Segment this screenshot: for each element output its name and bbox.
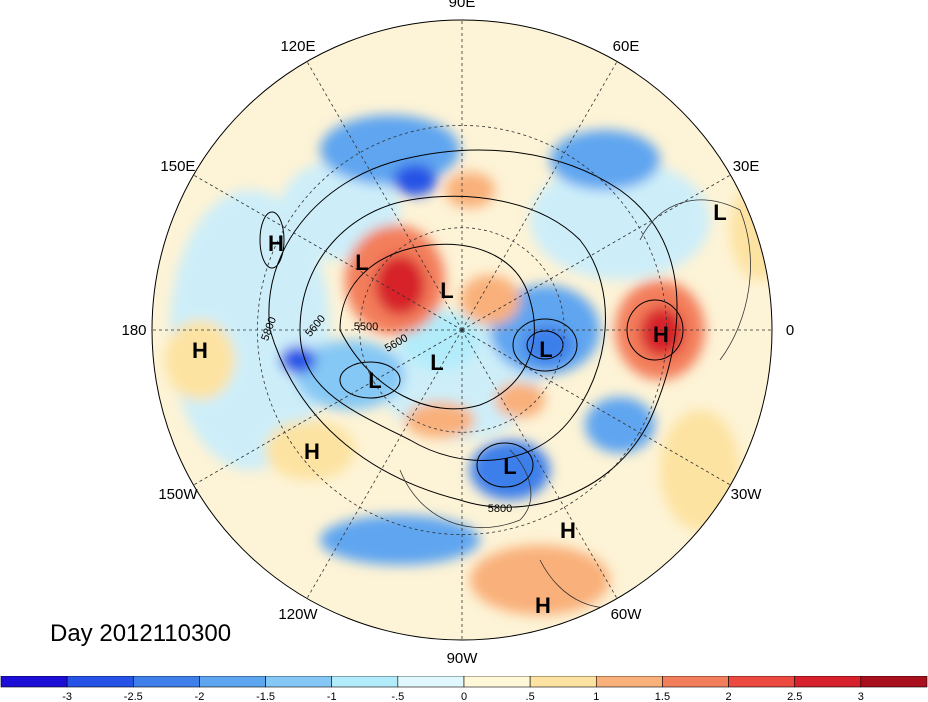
meridian-line: [461, 61, 618, 331]
low-pressure-label: L: [539, 337, 552, 362]
colorbar-tick-label: -2.5: [124, 691, 143, 702]
low-pressure-label: L: [368, 368, 381, 393]
colorbar-swatch: [66, 676, 134, 688]
longitude-label: 0: [786, 322, 794, 339]
colorbar-swatch: [132, 676, 200, 688]
meridian-line: [461, 329, 618, 599]
longitude-label: 90W: [447, 650, 479, 667]
colorbar-swatch: [199, 676, 266, 688]
colorbar-swatch: [397, 676, 465, 688]
colorbar-swatch: [860, 676, 928, 688]
low-pressure-label: L: [503, 454, 516, 479]
low-pressure-label: L: [440, 278, 453, 303]
low-pressure-label: L: [430, 350, 443, 375]
meridian-line: [193, 329, 463, 486]
colorbar-tick-label: .5: [526, 691, 535, 702]
longitude-label: 150E: [160, 158, 195, 175]
graticule: [152, 20, 772, 640]
colorbar-tick-label: 2: [726, 691, 732, 702]
meridian-line: [306, 61, 463, 331]
colorbar-swatch: [265, 676, 333, 688]
colorbar-swatch: [0, 676, 68, 688]
longitude-label: 30W: [731, 486, 763, 503]
longitude-label: 120W: [278, 606, 318, 623]
high-pressure-label: H: [192, 338, 208, 363]
high-pressure-label: H: [653, 322, 669, 347]
colorbar-tick-label: -.5: [391, 691, 404, 702]
colorbar-tick-label: -3: [62, 691, 72, 702]
colorbar-swatch: [728, 676, 796, 688]
low-pressure-label: L: [355, 250, 368, 275]
contour-value-label: 5500: [354, 321, 378, 333]
date-label: Day 2012110300: [50, 620, 232, 647]
longitude-label: 180: [121, 322, 146, 339]
meridian-line: [193, 174, 463, 331]
longitude-label: 90E: [449, 0, 476, 11]
colorbar-swatch: [595, 676, 663, 688]
high-pressure-label: H: [304, 439, 320, 464]
colorbar-tick-label: 0: [461, 691, 467, 702]
colorbar-swatch: [463, 676, 531, 688]
low-pressure-label: L: [713, 200, 726, 225]
longitude-labels: 90E 60E 30E 0 30W 60W 90W 120W 150W 180 150E 120E: [121, 0, 794, 667]
colorbar-tick-label: 2.5: [787, 691, 802, 702]
parallel-circle: [359, 227, 565, 433]
longitude-label: 150W: [158, 486, 198, 503]
meridian-line: [306, 329, 463, 599]
map-boundary: [151, 19, 773, 641]
colorbar-tick-label: -1: [327, 691, 337, 702]
high-pressure-label: H: [535, 593, 551, 618]
high-pressure-label: H: [268, 231, 284, 256]
longitude-label: 120E: [280, 38, 315, 55]
longitude-label: 60E: [613, 38, 640, 55]
colorbar-swatch: [331, 676, 399, 688]
colorbar-swatch: [529, 676, 597, 688]
longitude-label: 30E: [733, 158, 760, 175]
colorbar-tick-label: 3: [858, 691, 864, 702]
meridian-line: [461, 329, 731, 486]
polar-map: 90E 60E 30E 0 30W 60W 90W 120W 150W 180 150E 120E H…: [121, 0, 794, 667]
colorbar-tick-label: -2: [195, 691, 205, 702]
parallel-circle: [256, 124, 668, 536]
contour-value-label: 5800: [488, 503, 512, 515]
pressure-centers: H H H H H H L L L L L L L: [192, 200, 727, 618]
colorbar-tick-label: 1: [593, 691, 599, 702]
longitude-label: 60W: [611, 606, 643, 623]
colorbar-swatch: [794, 676, 862, 688]
colorbar-tick-label: 1.5: [655, 691, 670, 702]
colorbar: -3 -2.5 -2 -1.5 -1 -.5 0 .5 1 1.5 2 2.5 3: [0, 676, 928, 702]
colorbar-swatch: [662, 676, 729, 688]
colorbar-tick-label: -1.5: [256, 691, 275, 702]
high-pressure-label: H: [560, 518, 576, 543]
meridian-line: [461, 174, 731, 331]
